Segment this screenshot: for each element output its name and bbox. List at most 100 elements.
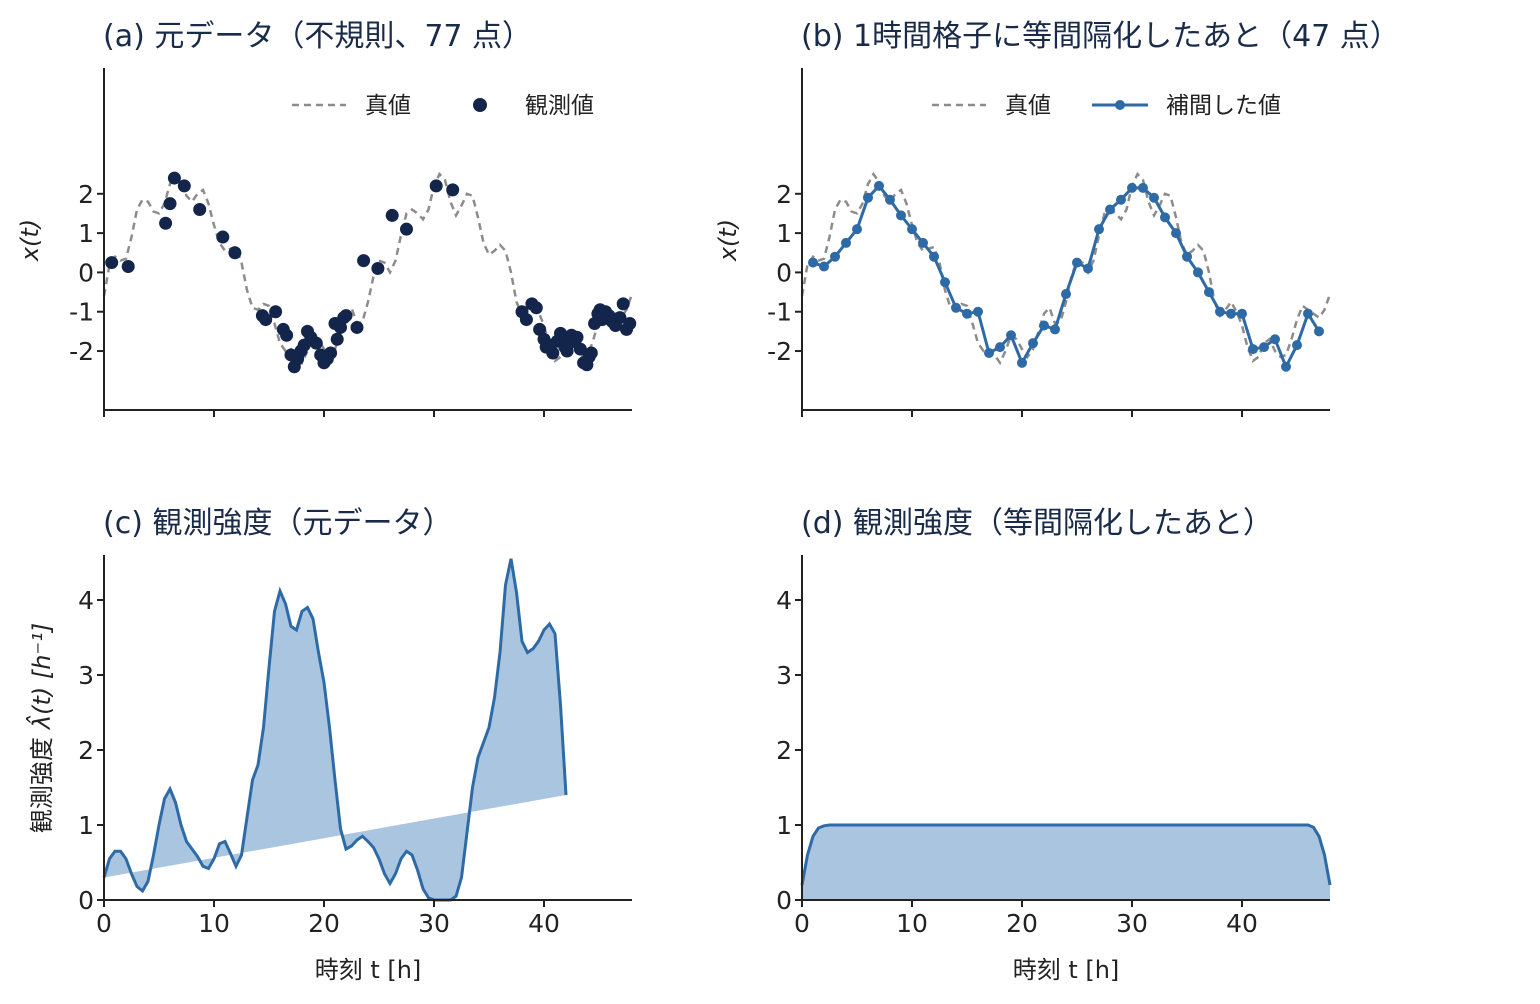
observed-point	[573, 342, 587, 356]
interpolated-point	[1226, 308, 1236, 319]
interpolated-point	[819, 261, 829, 272]
interpolated-point	[1105, 204, 1115, 215]
plot-b: -2 -1 0 1 2	[767, 68, 1332, 417]
interpolated-point	[874, 180, 884, 191]
x-tick-label: 40	[528, 909, 560, 938]
interpolated-point	[863, 192, 873, 203]
panel-c: (c) 観測強度（元データ） 観測強度λ̂(t) [h⁻¹] 時刻 t [h] …	[26, 506, 632, 984]
panel-b-legend: 真値 補間した値	[932, 93, 1281, 119]
interpolated-point	[1006, 330, 1016, 341]
observed-point	[334, 320, 347, 334]
interpolated-point	[841, 237, 851, 248]
y-tick-label: 4	[776, 586, 792, 615]
observed-point	[350, 320, 364, 334]
panel-c-title: (c) 観測強度（元データ）	[103, 506, 452, 541]
y-tick-label: 1	[78, 219, 94, 248]
observed-point	[324, 346, 338, 360]
interpolated-point	[808, 257, 818, 268]
interpolated-point	[929, 251, 939, 262]
y-tick-label: 1	[776, 219, 792, 248]
interpolated-point	[1116, 194, 1126, 205]
interpolated-line	[812, 183, 1321, 371]
intensity-area	[104, 558, 566, 900]
interpolated-point	[1138, 182, 1148, 193]
x-tick-label: 10	[198, 909, 230, 938]
observed-point	[269, 305, 283, 319]
interpolated-point	[1072, 257, 1082, 268]
observed-point	[623, 317, 637, 331]
y-tick-label: -2	[767, 337, 792, 366]
y-tick-label: 2	[78, 180, 94, 209]
y-tick-label: 0	[776, 258, 792, 287]
panel-c-xlabel: 時刻 t [h]	[315, 956, 422, 984]
interpolated-point	[896, 210, 906, 221]
y-tick-label: 2	[776, 180, 792, 209]
observed-point	[616, 297, 630, 311]
y-tick-label: 0	[78, 258, 94, 287]
panel-c-ylabel-symbol: λ̂(t) [h⁻¹]	[26, 623, 56, 731]
interpolated-point	[1160, 212, 1170, 223]
observed-point	[121, 260, 135, 274]
panel-a-ylabel: x(t)	[16, 219, 44, 262]
panel-b: (b) 1時間格子に等間隔化したあと（47 点） x(t) -2 -1 0 1 2 真値…	[714, 19, 1400, 417]
y-tick-label: 4	[78, 586, 94, 615]
y-tick-label: 0	[776, 886, 792, 915]
observed-point	[546, 346, 560, 360]
interpolated-point	[1017, 357, 1027, 368]
intensity-area	[802, 825, 1330, 900]
panel-a-title: (a) 元データ（不規則、77 点）	[103, 19, 532, 54]
panel-b-title: (b) 1時間格子に等間隔化したあと（47 点）	[801, 19, 1400, 54]
observed-point	[357, 254, 371, 268]
panel-c-ylabel-prefix: 観測強度	[28, 737, 56, 833]
y-tick-label: -1	[69, 298, 94, 327]
observed-point	[193, 203, 207, 217]
observed-point	[429, 179, 443, 193]
observed-point	[330, 332, 344, 346]
interpolated-point	[995, 342, 1005, 353]
interpolated-point	[1050, 324, 1060, 335]
observed-point	[446, 183, 460, 197]
panel-d-title: (d) 観測強度（等間隔化したあと）	[801, 506, 1273, 541]
x-tick-label: 20	[1006, 909, 1038, 938]
observed-point	[163, 197, 177, 211]
interpolated-point	[1171, 228, 1181, 239]
x-tick-label: 20	[308, 909, 340, 938]
legend-interp-label: 補間した値	[1166, 93, 1281, 119]
interpolated-point	[1314, 326, 1324, 337]
true-value-line	[800, 171, 1332, 366]
plot-a: -2 -1 0 1 2	[69, 68, 637, 417]
interpolated-point	[1039, 320, 1049, 331]
x-tick-label: 10	[896, 909, 928, 938]
legend-interp-marker	[1115, 100, 1125, 110]
observed-point	[529, 301, 543, 315]
interpolated-point	[1259, 342, 1269, 353]
y-tick-label: -1	[767, 298, 792, 327]
observed-point	[159, 216, 173, 230]
y-tick-label: 0	[78, 886, 94, 915]
interpolated-point	[1061, 289, 1071, 300]
panel-a-legend: 真値 観測値	[292, 93, 594, 119]
observed-point	[309, 336, 323, 350]
y-tick-label: 1	[78, 811, 94, 840]
y-tick-label: 1	[776, 811, 792, 840]
panel-c-ylabel: 観測強度 λ̂(t) [h⁻¹]	[26, 623, 56, 833]
interpolated-point	[830, 251, 840, 262]
y-tick-label: 3	[78, 661, 94, 690]
interpolated-point	[1083, 263, 1093, 274]
observed-point	[400, 222, 413, 236]
panel-b-ylabel: x(t)	[714, 219, 742, 262]
interpolated-point	[918, 237, 928, 248]
interpolated-point	[1193, 267, 1203, 278]
interpolated-point	[1028, 338, 1038, 349]
observed-point	[533, 322, 547, 336]
observed-point	[105, 256, 119, 270]
legend-observed-marker	[473, 98, 487, 112]
interpolated-point	[984, 348, 994, 358]
panel-a: (a) 元データ（不規則、77 点） x(t) -2 -1 0 1 2 真値 観測値	[16, 19, 637, 417]
x-tick-label: 0	[96, 909, 112, 938]
y-tick-label: 2	[78, 736, 94, 765]
y-tick-label: 2	[776, 736, 792, 765]
